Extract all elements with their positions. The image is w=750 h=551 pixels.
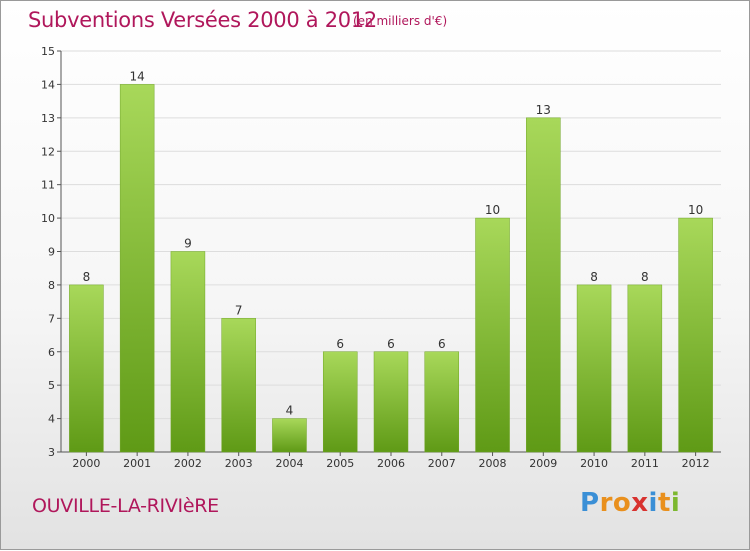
data-label: 6 bbox=[438, 337, 446, 351]
labels: 3 4 5 6 7 8 9 10 11 12 13 14 15 8 2000 14 2001 9 2002 7 2003… bbox=[41, 45, 710, 470]
chart-title: Subventions Versées 2000 à 2012 bbox=[28, 8, 377, 32]
y-tick-label: 3 bbox=[48, 446, 55, 459]
x-tick-label: 2011 bbox=[631, 457, 659, 470]
bar bbox=[576, 284, 612, 453]
x-tick-label: 2003 bbox=[225, 457, 253, 470]
x-tick-label: 2004 bbox=[275, 457, 303, 470]
data-label: 8 bbox=[641, 270, 649, 284]
x-tick-label: 2007 bbox=[428, 457, 456, 470]
bar bbox=[69, 284, 104, 453]
y-tick-label: 4 bbox=[48, 413, 55, 426]
bar bbox=[119, 84, 155, 453]
data-label: 7 bbox=[235, 303, 243, 317]
y-tick-label: 12 bbox=[41, 145, 55, 158]
x-tick-label: 2008 bbox=[479, 457, 507, 470]
logo-letter: t bbox=[657, 488, 671, 518]
logo-letter: i bbox=[670, 488, 681, 518]
y-tick-label: 6 bbox=[48, 346, 55, 359]
y-tick-label: 14 bbox=[41, 78, 55, 91]
x-tick-label: 2001 bbox=[123, 457, 151, 470]
bar bbox=[373, 351, 409, 453]
logo-letter: x bbox=[631, 488, 649, 518]
y-tick-label: 15 bbox=[41, 45, 55, 58]
y-tick-label: 13 bbox=[41, 112, 55, 125]
y-tick-label: 5 bbox=[48, 379, 55, 392]
data-label: 4 bbox=[286, 404, 294, 418]
y-tick-label: 11 bbox=[41, 179, 55, 192]
data-label: 14 bbox=[130, 69, 145, 83]
logo-letter: i bbox=[648, 488, 658, 518]
bar bbox=[424, 351, 460, 453]
data-label: 8 bbox=[83, 270, 91, 284]
data-label: 10 bbox=[688, 203, 703, 217]
bar bbox=[627, 284, 663, 453]
logo-letter: o bbox=[612, 488, 632, 518]
x-tick-label: 2002 bbox=[174, 457, 202, 470]
y-tick-label: 7 bbox=[48, 312, 55, 325]
bar bbox=[272, 418, 307, 453]
commune-name: OUVILLE-LA-RIVIèRE bbox=[32, 495, 219, 517]
data-label: 8 bbox=[590, 270, 598, 284]
x-tick-label: 2000 bbox=[72, 457, 100, 470]
unit-note: (en milliers d'€) bbox=[353, 14, 448, 28]
x-tick-label: 2012 bbox=[682, 457, 710, 470]
data-label: 9 bbox=[184, 237, 192, 251]
y-tick-label: 8 bbox=[48, 279, 55, 292]
proxiti-logo: Proxiti bbox=[580, 488, 680, 518]
bar bbox=[526, 117, 561, 453]
x-tick-label: 2006 bbox=[377, 457, 405, 470]
x-tick-label: 2005 bbox=[326, 457, 354, 470]
data-label: 10 bbox=[485, 203, 500, 217]
bar bbox=[221, 318, 256, 453]
data-label: 6 bbox=[387, 337, 395, 351]
x-tick-label: 2010 bbox=[580, 457, 608, 470]
x-tick-label: 2009 bbox=[529, 457, 557, 470]
y-tick-label: 10 bbox=[41, 212, 55, 225]
data-label: 13 bbox=[536, 103, 551, 117]
y-tick-label: 9 bbox=[48, 246, 55, 259]
bar bbox=[170, 251, 206, 453]
logo-letter: r bbox=[599, 488, 613, 518]
bars bbox=[69, 84, 713, 453]
bar bbox=[322, 351, 358, 453]
bar bbox=[678, 217, 713, 453]
data-label: 6 bbox=[336, 337, 344, 351]
logo-letter: P bbox=[580, 488, 600, 518]
bar bbox=[475, 217, 510, 453]
